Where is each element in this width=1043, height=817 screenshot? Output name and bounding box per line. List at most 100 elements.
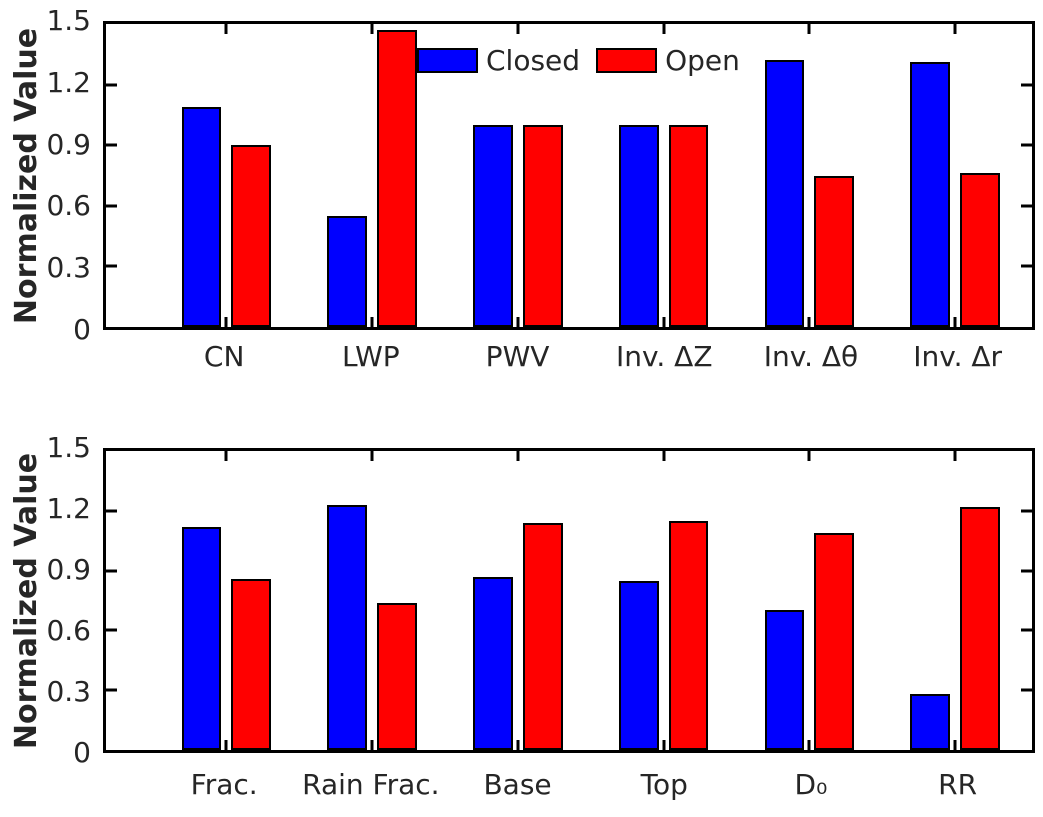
x-category-label: PWV bbox=[485, 340, 550, 373]
bar-open-6 bbox=[960, 173, 1000, 327]
bar-open-4 bbox=[668, 125, 709, 327]
bar-closed-3 bbox=[473, 125, 513, 327]
bar-open-1 bbox=[231, 145, 272, 327]
bar-open-5 bbox=[814, 175, 855, 327]
y-tick-mark bbox=[1021, 204, 1032, 208]
bar-closed-4 bbox=[618, 125, 659, 327]
bottom-panel: Normalized Value 0 0.3 0.6 0.9 1.2 1.5 Frac. Ra… bbox=[0, 431, 1043, 801]
x-tick-mark bbox=[807, 740, 811, 750]
bar-closed-4 bbox=[618, 580, 659, 750]
bar-open-5 bbox=[814, 532, 855, 750]
y-tick-mark bbox=[1021, 688, 1032, 692]
plot-area-top bbox=[103, 21, 1035, 330]
legend: Closed Open bbox=[417, 44, 740, 77]
y-tick-label: 0.3 bbox=[46, 675, 91, 708]
x-tick-mark bbox=[662, 24, 666, 34]
x-category-label: LWP bbox=[342, 340, 400, 373]
x-tick-mark bbox=[224, 317, 228, 327]
x-category-label: RR bbox=[938, 768, 978, 801]
y-tick-mark bbox=[106, 83, 117, 87]
legend-label-open: Open bbox=[665, 44, 740, 77]
bar-closed-1 bbox=[181, 106, 222, 327]
x-category-label: Inv. Δθ bbox=[763, 340, 859, 373]
y-axis-label-top: Normalized Value bbox=[9, 27, 44, 325]
x-tick-mark bbox=[224, 24, 228, 34]
legend-swatch-closed bbox=[417, 48, 478, 73]
x-category-label: D₀ bbox=[794, 768, 828, 801]
bar-closed-3 bbox=[473, 576, 513, 750]
x-tick-mark bbox=[516, 24, 520, 34]
y-tick-mark bbox=[106, 509, 117, 513]
bar-closed-1 bbox=[181, 526, 222, 750]
legend-label-closed: Closed bbox=[486, 44, 581, 77]
x-tick-mark bbox=[807, 451, 811, 461]
y-tick-mark bbox=[106, 204, 117, 208]
x-category-label: Frac. bbox=[190, 768, 258, 801]
x-category-label: Inv. Δr bbox=[913, 340, 1003, 373]
x-tick-mark bbox=[953, 740, 957, 750]
bar-closed-2 bbox=[327, 215, 368, 327]
y-tick-label: 0 bbox=[73, 313, 91, 346]
y-tick-label: 1.2 bbox=[46, 66, 91, 99]
x-tick-mark bbox=[662, 317, 666, 327]
x-tick-mark bbox=[953, 24, 957, 34]
top-panel: Normalized Value Closed Open 0 0.3 0.6 0.9 1… bbox=[0, 4, 1043, 373]
x-tick-mark bbox=[516, 740, 520, 750]
legend-swatch-open bbox=[596, 48, 658, 73]
y-tick-label: 1.5 bbox=[46, 4, 91, 37]
x-tick-mark bbox=[370, 24, 374, 34]
y-tick-mark bbox=[1021, 83, 1032, 87]
x-tick-mark bbox=[662, 740, 666, 750]
bar-open-1 bbox=[231, 578, 272, 750]
plot-area-bottom bbox=[103, 448, 1035, 753]
x-tick-mark bbox=[516, 451, 520, 461]
x-category-label: CN bbox=[203, 340, 245, 373]
y-tick-label: 0.9 bbox=[46, 128, 91, 161]
bar-open-4 bbox=[668, 520, 709, 750]
y-tick-mark bbox=[106, 569, 117, 573]
y-tick-label: 1.2 bbox=[46, 492, 91, 525]
x-tick-mark bbox=[224, 740, 228, 750]
x-tick-mark bbox=[807, 24, 811, 34]
y-tick-label: 0.6 bbox=[46, 189, 91, 222]
y-tick-mark bbox=[106, 628, 117, 632]
x-category-label: Base bbox=[483, 768, 552, 801]
bar-open-6 bbox=[960, 506, 1000, 750]
x-tick-mark bbox=[370, 740, 374, 750]
y-tick-label: 1.5 bbox=[46, 431, 91, 464]
y-tick-mark bbox=[1021, 264, 1032, 268]
bar-open-2 bbox=[377, 30, 417, 327]
y-tick-mark bbox=[106, 143, 117, 147]
x-tick-mark bbox=[370, 317, 374, 327]
x-category-label: Inv. ΔZ bbox=[615, 340, 713, 373]
y-tick-label: 0 bbox=[73, 736, 91, 769]
y-tick-mark bbox=[1021, 509, 1032, 513]
y-tick-label: 0.6 bbox=[46, 614, 91, 647]
x-category-label: Rain Frac. bbox=[302, 768, 440, 801]
x-tick-mark bbox=[370, 451, 374, 461]
y-tick-mark bbox=[106, 264, 117, 268]
bar-closed-6 bbox=[910, 62, 951, 327]
bar-closed-5 bbox=[764, 610, 805, 750]
x-tick-mark bbox=[807, 317, 811, 327]
y-tick-mark bbox=[1021, 143, 1032, 147]
y-tick-mark bbox=[1021, 569, 1032, 573]
x-tick-mark bbox=[953, 451, 957, 461]
bar-open-3 bbox=[522, 522, 563, 750]
x-tick-mark bbox=[516, 317, 520, 327]
y-tick-label: 0.3 bbox=[46, 251, 91, 284]
x-category-label: Top bbox=[640, 768, 688, 801]
bar-open-3 bbox=[522, 125, 563, 327]
x-tick-mark bbox=[224, 451, 228, 461]
bar-closed-6 bbox=[910, 694, 951, 750]
x-tick-mark bbox=[662, 451, 666, 461]
bar-closed-2 bbox=[327, 504, 368, 750]
y-tick-mark bbox=[106, 688, 117, 692]
y-tick-mark bbox=[1021, 628, 1032, 632]
bar-open-2 bbox=[377, 602, 417, 750]
x-tick-mark bbox=[953, 317, 957, 327]
y-axis-label-bottom: Normalized Value bbox=[9, 452, 44, 750]
y-tick-label: 0.9 bbox=[46, 553, 91, 586]
bar-closed-5 bbox=[764, 60, 805, 327]
